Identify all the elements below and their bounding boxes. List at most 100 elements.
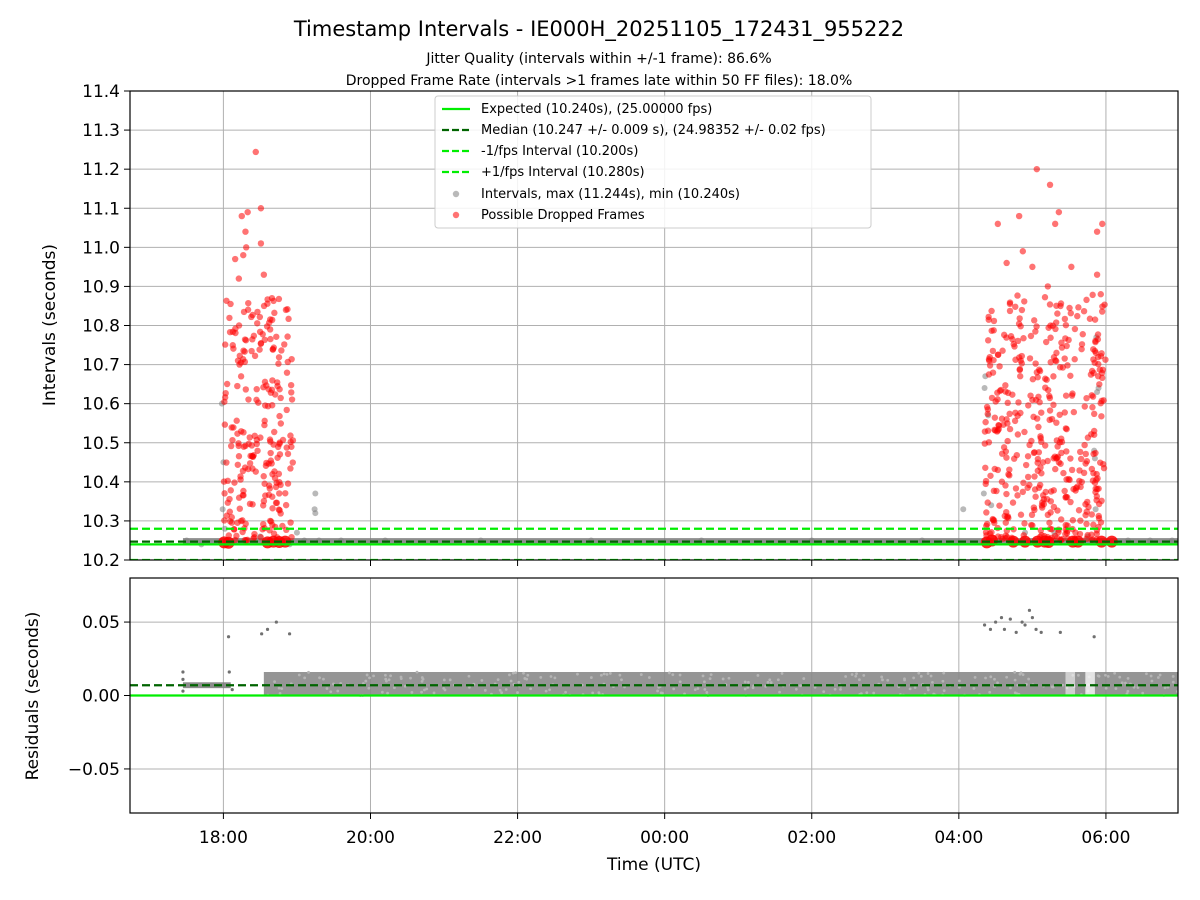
residual-point [1156,676,1160,679]
chart-title: Timestamp Intervals - IE000H_20251105_17… [293,17,904,42]
intervals-y-tick-label: 10.4 [82,473,120,493]
residual-point [768,678,772,682]
dropped-frame-point [1072,484,1080,492]
dropped-frame-point [1095,515,1103,522]
dropped-frame-point [1012,485,1020,492]
dropped-frame-point [1061,315,1069,323]
dropped-frame-point [1058,449,1065,457]
dropped-frame-point [991,465,998,473]
dropped-frame-point [1052,465,1059,473]
residual-point [564,690,567,694]
residual-point [1126,689,1130,693]
residual-point [709,673,713,676]
residual-point [982,623,987,627]
dropped-frame-point [257,434,264,441]
residual-point [1104,673,1107,677]
residual-point [996,681,999,685]
residual-point [1171,680,1175,684]
dropped-frame-point [287,465,294,472]
dropped-frame-point [273,479,280,486]
dropped-frame-point [1076,448,1084,456]
dropped-frame-point [1074,312,1081,320]
dropped-frame-point [276,490,283,497]
dropped-frame-point [283,444,290,451]
residual-point [942,671,946,675]
dropped-frame-point [1017,409,1024,417]
residual-point [509,679,513,683]
dropped-frame-point [277,394,284,402]
dropped-frame-point [267,449,274,457]
dropped-frame-point [1006,472,1013,479]
dropped-frame-point [985,313,992,321]
dropped-frame-point [1079,331,1086,338]
dropped-frame-point [1013,451,1021,459]
residual-point [926,672,930,675]
dropped-frame-point [266,436,274,443]
dropped-frame-point [287,432,294,439]
dropped-frame-point [993,487,1000,495]
residual-point [999,616,1004,620]
residual-point [855,672,858,676]
dropped-frame-point [226,314,233,322]
residual-point [917,671,921,675]
dropped-frame-point [1062,493,1070,501]
dropped-frame-point [253,385,260,393]
dropped-frame-point [1040,501,1048,508]
residual-point [1027,677,1031,681]
dropped-frame-point [249,465,256,472]
dropped-frame-point [1009,499,1017,506]
dropped-frame-point [274,382,281,390]
dropped-frame-point [1067,498,1074,506]
dropped-frame-point [222,341,229,348]
residual-point [442,678,446,682]
residual-point [415,670,419,674]
residual-point [620,678,623,682]
dropped-frame-point [996,363,1003,370]
dropped-frame-point [278,347,285,354]
dropped-frame-point [1086,315,1094,322]
dropped-frame-point [221,421,229,428]
dropped-frame-point [288,389,295,396]
dropped-frame-point [228,519,236,526]
dropped-frame-point [1092,349,1100,357]
dropped-frame-point [283,369,291,376]
dropped-frame-point [1032,328,1039,335]
residual-point [1014,630,1018,634]
residual-point [442,687,446,690]
dropped-frame-point [1004,399,1011,407]
residual-point [984,676,987,680]
residual-point [776,678,780,682]
dropped-frame-point [1089,291,1096,299]
intervals-y-tick-label: 10.8 [82,317,120,337]
residual-point [1051,685,1055,689]
intervals-y-tick-label: 11.2 [82,160,120,180]
residual-point [544,689,548,693]
residual-point [227,670,231,674]
dropped-frame-point [283,406,290,414]
dropped-frame-point [224,499,231,506]
dropped-frame-point [1038,470,1045,477]
residual-point [529,687,532,691]
dropped-frame-point [991,426,998,434]
dropped-frame-point [260,520,267,528]
intervals-y-ticks: 10.2 10.3 10.4 10.5 10.6 10.7 10.8 10.9 11.0 11.1… [82,82,130,571]
residual-point [277,686,281,690]
residuals-band [263,672,1178,696]
dropped-frame-point [242,464,249,471]
dropped-frame-point [240,347,247,354]
residual-point [678,680,682,684]
dropped-frame-point [1038,409,1045,416]
interval-point [980,490,987,497]
dropped-frame-point [287,519,294,526]
dropped-frame-point [263,323,271,330]
dropped-frame-point [242,386,250,393]
residual-point [850,673,854,676]
residual-point [325,687,329,690]
dropped-frame-point [1093,271,1101,278]
interval-point [293,529,300,536]
residual-point [813,685,817,689]
residual-point [919,674,923,678]
residual-point [287,632,292,636]
intervals-y-tick-label: 10.3 [82,512,120,532]
dropped-frame-point [230,345,237,352]
